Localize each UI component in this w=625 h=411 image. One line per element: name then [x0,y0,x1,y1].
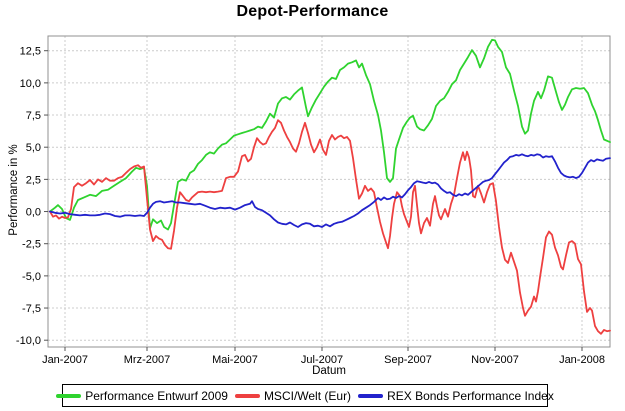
y-tick-label: -10,0 [16,335,41,347]
y-tick-label: 7,5 [26,110,41,122]
y-tick-label: 2,5 [26,174,41,186]
x-tick-label: Sep-2007 [384,354,432,366]
chart-svg: 12,510,07,55,02,50,0-2,5-5,0-7,5-10,0Jan… [16,35,611,366]
y-tick-label: 0,0 [26,207,41,219]
y-tick-label: 5,0 [26,142,41,154]
y-tick-label: -2,5 [22,239,41,251]
legend-swatch-green [56,393,82,398]
series-line-2 [49,153,611,228]
legend-item: REX Bonds Performance Index [358,389,554,403]
legend-swatch-blue [358,393,384,398]
y-tick-label: -5,0 [22,271,41,283]
series-line-1 [49,119,611,335]
legend-label-rex-bonds: REX Bonds Performance Index [387,388,554,403]
legend: Performance Entwurf 2009 MSCI/Welt (Eur)… [56,384,554,407]
y-tick-label: 12,5 [20,46,41,58]
y-axis-title: Performance in % [8,144,20,236]
x-tick-label: Jul-2007 [301,354,343,366]
x-tick-label: Mrz-2007 [124,354,170,366]
legend-item: MSCI/Welt (Eur) [234,388,352,403]
x-tick-label: Mai-2007 [212,354,258,366]
x-axis-title: Datum [312,365,346,377]
y-tick-label: 10,0 [20,78,41,90]
legend-label-performance-entwurf: Performance Entwurf 2009 [85,388,228,403]
chart-title: Depot-Performance [236,3,389,20]
series-line-0 [49,38,611,231]
legend-label-msci-welt: MSCI/Welt (Eur) [263,388,352,403]
legend-item: Performance Entwurf 2009 [56,389,228,403]
legend-swatch-red [234,393,260,398]
x-tick-label: Jan-2007 [42,354,88,366]
y-tick-label: -7,5 [22,303,41,315]
x-tick-label: Nov-2007 [471,354,519,366]
x-tick-label: Jan-2008 [559,354,605,366]
